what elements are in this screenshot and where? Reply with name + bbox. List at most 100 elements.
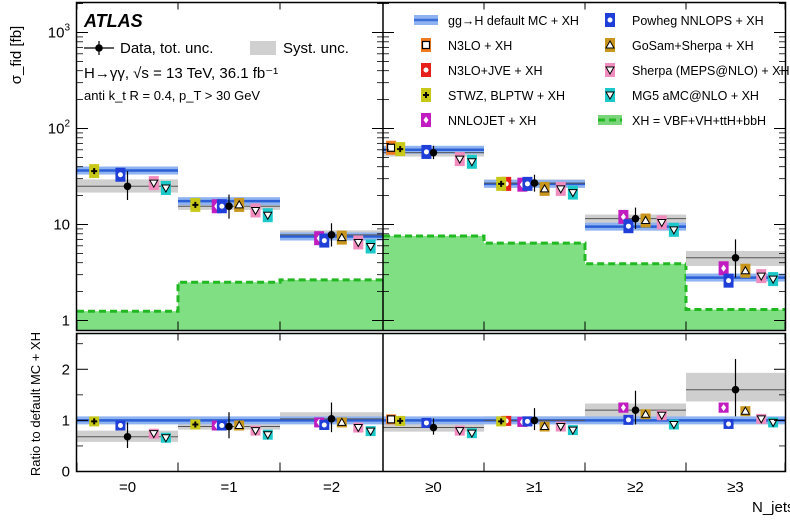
main-plot <box>77 140 785 331</box>
xh-fill <box>585 263 686 331</box>
legend-label: NNLOJET + XH <box>448 114 536 128</box>
prediction-marker <box>555 185 566 194</box>
prediction-marker <box>262 211 273 221</box>
prediction-marker <box>117 172 123 178</box>
legend-label: GoSam+Sherpa + XH <box>632 39 754 53</box>
legend-label: STWZ, BLPTW + XH <box>448 89 565 103</box>
ratio-data-point <box>123 432 132 441</box>
y-tick-label: 10 <box>53 217 70 234</box>
prediction-marker <box>740 265 751 275</box>
xh-fill <box>178 282 280 331</box>
x-axis-label: N_jets <box>752 499 790 516</box>
syst-legend-swatch <box>250 41 276 55</box>
ratio-tick-label: 2 <box>62 361 70 378</box>
legend-marker <box>423 67 429 73</box>
ratio-plot <box>77 359 785 448</box>
y-tick-exp: 2 <box>64 119 70 130</box>
ratio-prediction-marker <box>397 417 404 424</box>
ratio-prediction-marker <box>219 423 225 428</box>
prediction-marker <box>768 275 778 285</box>
prediction-marker <box>726 278 732 284</box>
ratio-prediction-marker <box>756 415 767 424</box>
ratio-prediction-marker <box>353 424 364 433</box>
ratio-data-point <box>429 423 438 432</box>
ratio-prediction-marker <box>117 423 123 428</box>
xh-fill <box>383 235 484 331</box>
y-tick-exp: 3 <box>64 23 70 34</box>
data-point <box>530 179 539 187</box>
data-point <box>225 202 233 211</box>
ratio-prediction-marker <box>386 415 396 424</box>
ratio-frame <box>75 332 787 473</box>
prediction-marker <box>539 183 550 193</box>
legend: gg→H default MC + XH N3LO + XH N3LO+JVE + … <box>414 13 790 128</box>
prediction-marker <box>219 203 225 209</box>
category-label: =1 <box>220 479 237 496</box>
data-point <box>429 148 438 157</box>
prediction-marker <box>498 180 505 187</box>
y-tick-label: 102 <box>48 119 71 138</box>
prediction-marker <box>365 242 376 252</box>
ratio-prediction-marker <box>625 417 631 423</box>
ratio-prediction-marker <box>161 434 171 443</box>
legend-label: N3LO + XH <box>448 39 512 53</box>
ratio-data-point <box>530 416 539 425</box>
data-legend-label: Data, tot. unc. <box>120 40 213 57</box>
prediction-marker <box>91 168 98 175</box>
ratio-prediction-marker <box>234 420 245 429</box>
data-point <box>631 214 640 223</box>
ratio-prediction-marker <box>498 418 505 425</box>
ratio-prediction-marker <box>454 427 465 436</box>
info-line-2: anti k_t R = 0.4, p_T > 30 GeV <box>84 88 260 103</box>
y-tick-label: 103 <box>48 23 71 42</box>
prediction-marker <box>386 143 396 152</box>
prediction-marker <box>524 181 530 187</box>
prediction-marker <box>397 146 404 153</box>
ratio-tick-label: 0 <box>62 464 70 481</box>
legend-label: gg→H default MC + XH <box>448 14 579 28</box>
prediction-marker <box>467 158 477 167</box>
prediction-marker <box>423 149 429 155</box>
info-line-1: H→γγ, √s = 13 TeV, 36.1 fb⁻¹ <box>84 65 278 82</box>
legend-label: MG5 aMC@NLO + XH <box>632 89 759 103</box>
legend-marker <box>605 39 615 49</box>
ratio-prediction-marker <box>336 417 347 426</box>
legend-marker <box>607 17 613 23</box>
ratio-prediction-marker <box>640 409 651 418</box>
syst-legend-label: Syst. unc. <box>283 40 349 57</box>
ratio-prediction-marker <box>721 404 727 412</box>
legend-marker <box>421 40 431 50</box>
main-frame <box>75 1 787 332</box>
prediction-marker <box>250 206 261 216</box>
ratio-prediction-marker <box>524 418 530 424</box>
legend-label: XH = VBF+VH+ttH+bbH <box>632 114 766 128</box>
ratio-prediction-marker <box>321 422 327 428</box>
ratio-tick-label: 1 <box>62 412 70 429</box>
prediction-marker <box>454 155 465 165</box>
data-legend-marker <box>84 41 114 55</box>
data-point <box>123 182 132 191</box>
prediction-marker <box>721 264 727 272</box>
prediction-marker <box>353 238 364 248</box>
legend-label: N3LO+JVE + XH <box>448 64 543 78</box>
prediction-marker <box>669 226 679 235</box>
category-label: =2 <box>323 479 340 496</box>
prediction-marker <box>161 184 171 194</box>
xh-fill <box>686 309 785 331</box>
prediction-marker <box>756 272 767 282</box>
ratio-prediction-marker <box>250 427 261 436</box>
xh-fill <box>280 279 383 331</box>
legend-marker <box>605 66 615 76</box>
xh-line <box>383 234 785 312</box>
prediction-marker <box>640 215 651 225</box>
ratio-prediction-marker <box>91 418 98 425</box>
ratio-data-point <box>327 415 336 423</box>
ratio-prediction-marker <box>539 421 550 431</box>
y-tick-label: 1 <box>62 313 70 330</box>
data-point <box>731 253 740 262</box>
legend-marker <box>605 91 615 101</box>
ratio-prediction-marker <box>467 429 477 439</box>
ratio-prediction-marker <box>740 406 751 415</box>
legend-marker <box>423 116 429 124</box>
category-label: ≥0 <box>425 479 442 496</box>
